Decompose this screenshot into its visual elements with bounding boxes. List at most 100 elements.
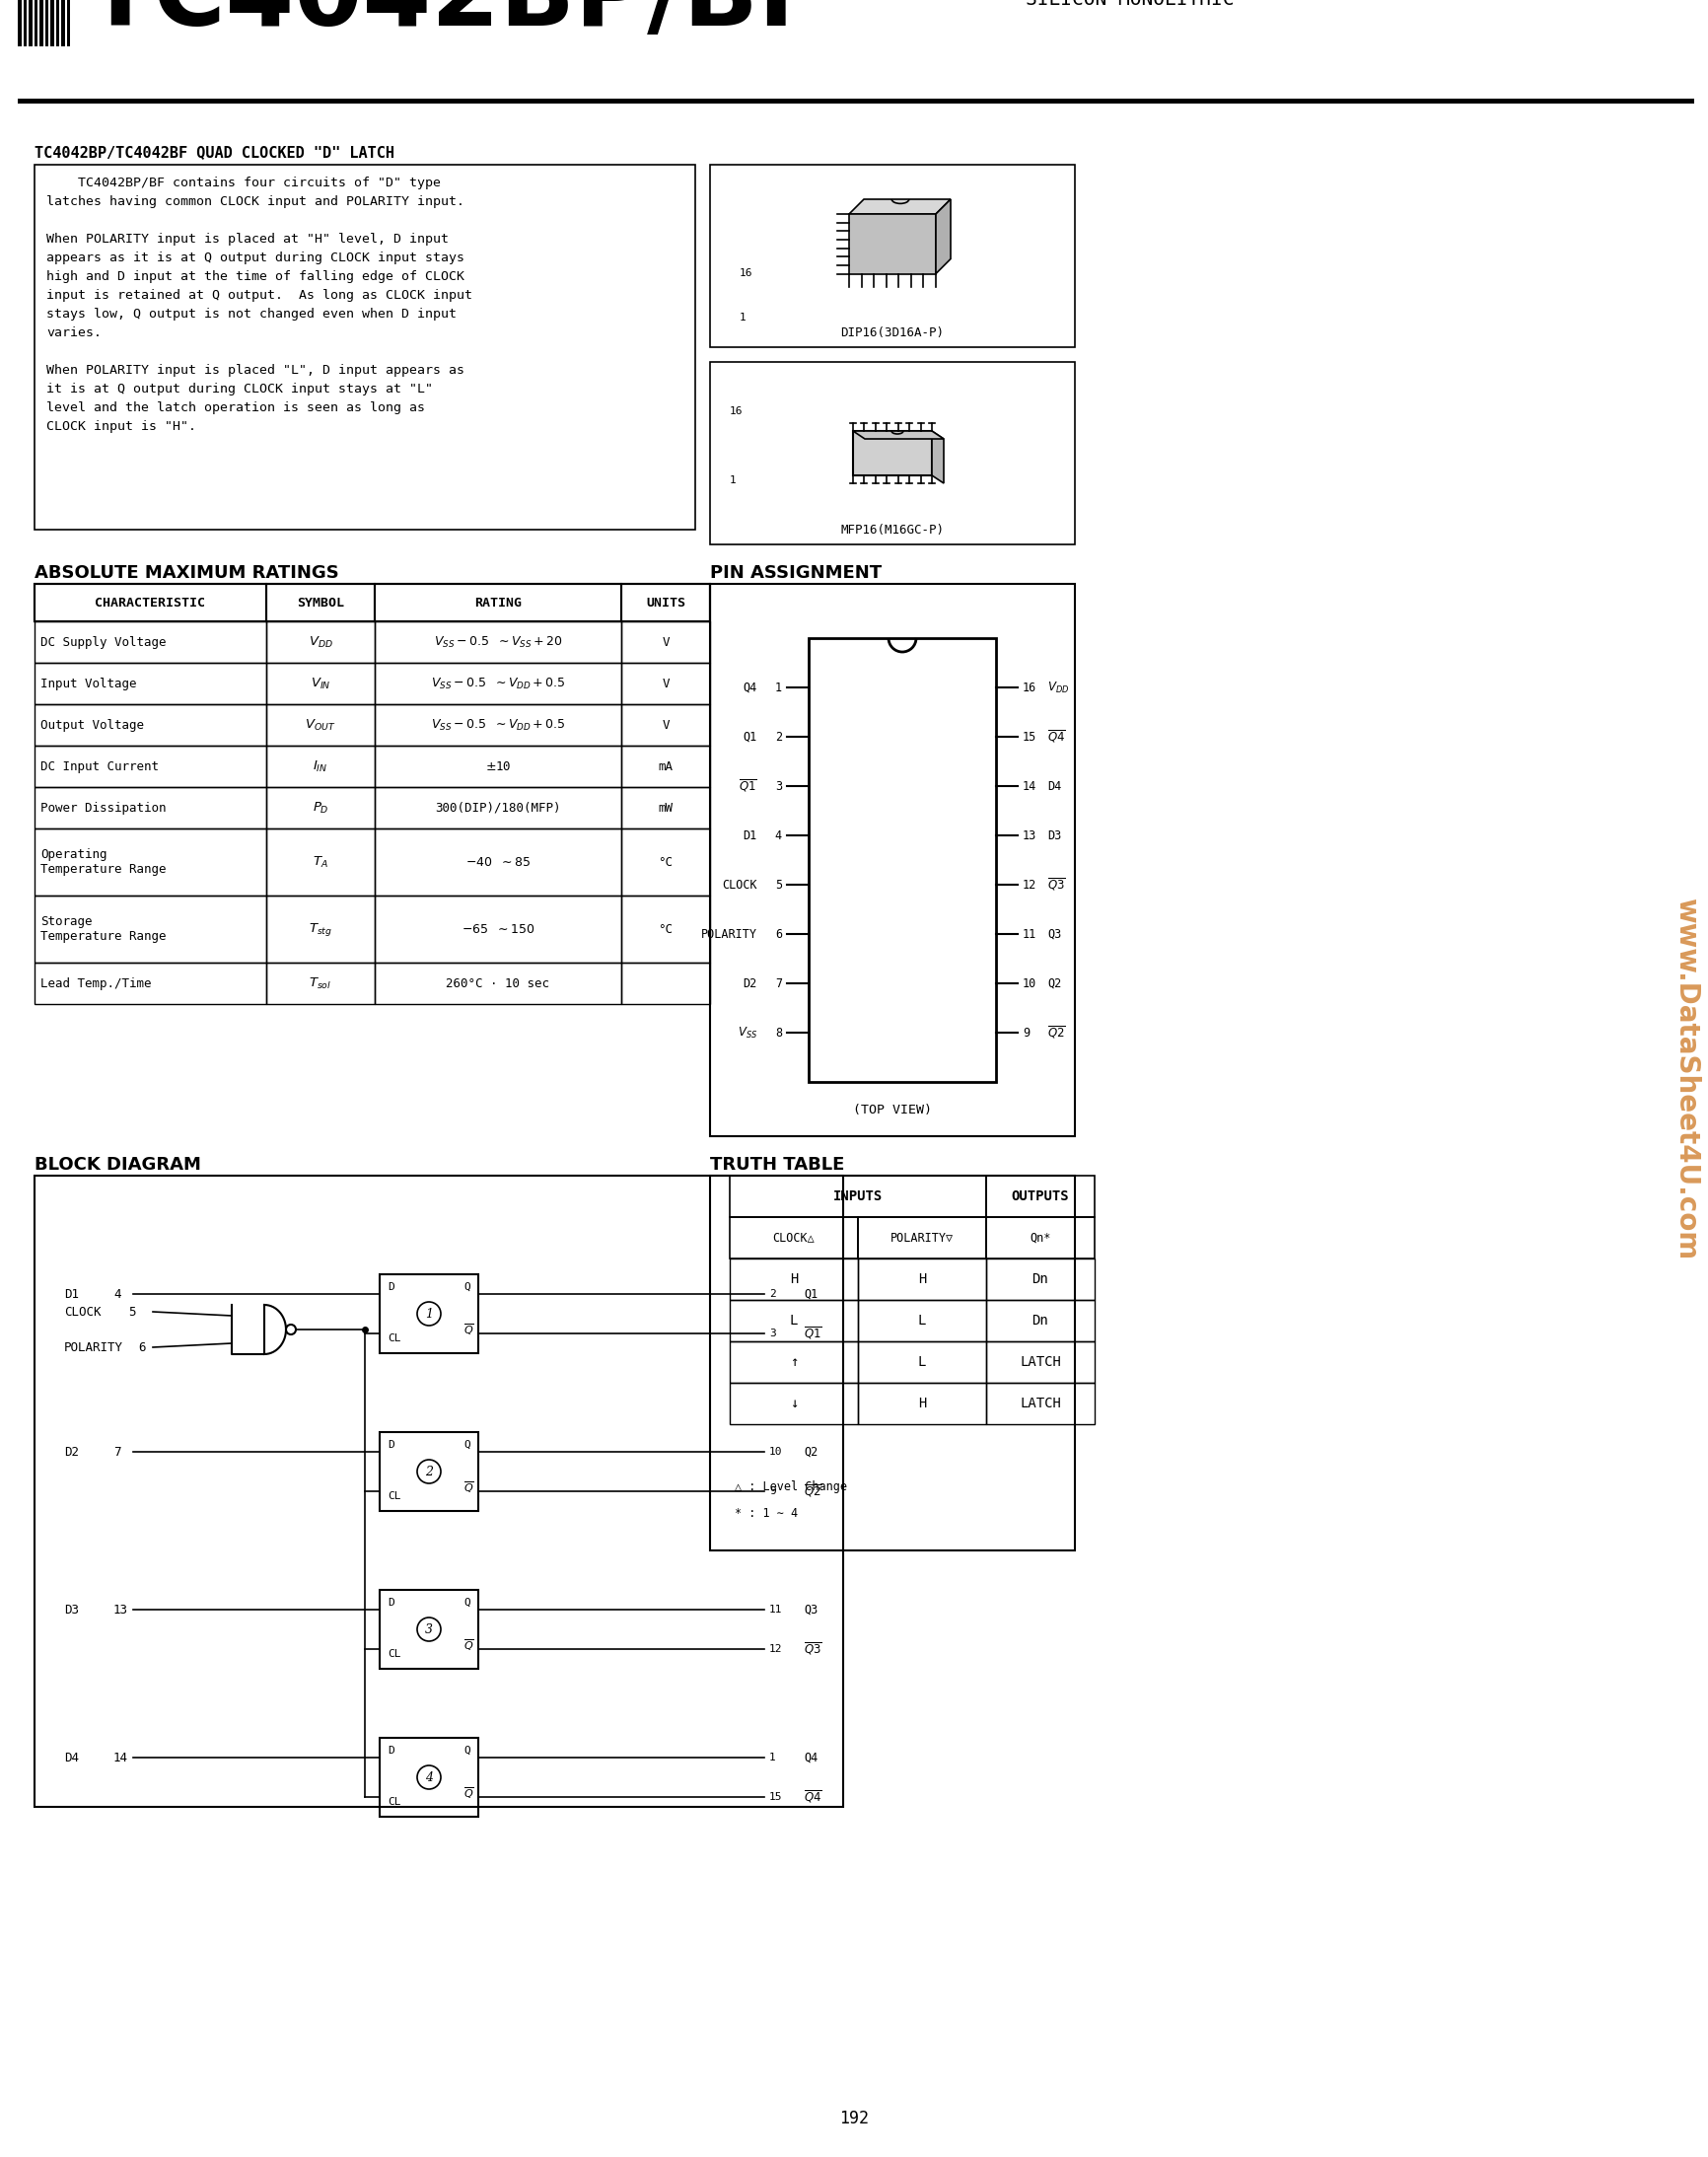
Text: H: H — [917, 1396, 926, 1411]
Text: TRUTH TABLE: TRUTH TABLE — [709, 1156, 844, 1173]
Text: Output Voltage: Output Voltage — [41, 718, 143, 731]
Text: 1: 1 — [425, 1307, 432, 1320]
Text: D3: D3 — [1047, 828, 1061, 841]
Text: $\overline{Q1}$: $\overline{Q1}$ — [803, 1324, 822, 1342]
Text: 5: 5 — [128, 1305, 135, 1318]
Bar — [986, 1258, 1095, 1301]
Bar — [266, 895, 374, 962]
Text: Operating
Temperature Range: Operating Temperature Range — [41, 848, 166, 876]
Text: 4: 4 — [774, 828, 782, 841]
Text: D4: D4 — [65, 1751, 79, 1764]
Text: * : 1 ∼ 4: * : 1 ∼ 4 — [734, 1508, 798, 1521]
Text: 3: 3 — [769, 1329, 775, 1337]
Polygon shape — [849, 198, 950, 214]
Bar — [266, 828, 374, 895]
Text: 14: 14 — [1021, 779, 1037, 792]
Bar — [709, 585, 1074, 1137]
Text: RATING: RATING — [475, 595, 521, 608]
Bar — [986, 1383, 1095, 1424]
Text: D1: D1 — [743, 828, 757, 841]
Bar — [29, 0, 32, 45]
Text: D: D — [388, 1441, 395, 1450]
Bar — [622, 962, 709, 1003]
Text: $I_{IN}$: $I_{IN}$ — [313, 759, 328, 774]
Text: 3: 3 — [425, 1622, 432, 1635]
Text: H: H — [917, 1273, 926, 1286]
Bar — [622, 895, 709, 962]
Text: www.DataSheet4U.com: www.DataSheet4U.com — [1672, 897, 1699, 1260]
Text: 7: 7 — [113, 1445, 121, 1458]
Text: 12: 12 — [769, 1644, 782, 1654]
Text: Storage
Temperature Range: Storage Temperature Range — [41, 915, 166, 943]
Text: DC Supply Voltage: DC Supply Voltage — [41, 636, 166, 649]
Text: CL: CL — [388, 1650, 401, 1659]
Bar — [986, 1301, 1095, 1342]
Bar — [622, 585, 709, 621]
Text: SILICON MONOLITHIC: SILICON MONOLITHIC — [1025, 0, 1233, 9]
Text: ABSOLUTE MAXIMUM RATINGS: ABSOLUTE MAXIMUM RATINGS — [34, 565, 338, 582]
Text: $\overline{Q}$: $\overline{Q}$ — [463, 1322, 475, 1337]
Text: SYMBOL: SYMBOL — [297, 595, 343, 608]
Bar — [379, 1275, 478, 1352]
Text: (TOP VIEW): (TOP VIEW) — [852, 1104, 931, 1117]
Text: Q4: Q4 — [803, 1751, 818, 1764]
Bar — [266, 787, 374, 828]
Bar — [34, 164, 695, 531]
Bar — [34, 962, 266, 1003]
Bar — [857, 1258, 986, 1301]
Text: Dn: Dn — [1032, 1273, 1049, 1286]
Text: $\pm$10: $\pm$10 — [485, 759, 511, 772]
Text: D: D — [388, 1281, 395, 1292]
Bar — [622, 703, 709, 746]
Text: $V_{DD}$: $V_{DD}$ — [307, 634, 333, 649]
Bar — [24, 0, 27, 45]
Text: CL: CL — [388, 1797, 401, 1808]
Text: $T_A$: $T_A$ — [313, 854, 328, 869]
Text: $\overline{Q1}$: $\overline{Q1}$ — [738, 779, 757, 794]
Text: Input Voltage: Input Voltage — [41, 677, 137, 690]
Text: 15: 15 — [769, 1792, 782, 1801]
Text: 9: 9 — [1021, 1027, 1028, 1040]
Text: BLOCK DIAGRAM: BLOCK DIAGRAM — [34, 1156, 202, 1173]
Text: 2: 2 — [769, 1290, 775, 1299]
Text: Q: Q — [463, 1281, 470, 1292]
Bar — [374, 703, 622, 746]
Text: °C: °C — [658, 923, 673, 936]
Polygon shape — [852, 431, 943, 438]
Bar — [729, 1258, 857, 1301]
Bar — [729, 1342, 857, 1383]
Text: POLARITY: POLARITY — [700, 928, 757, 940]
Text: 6: 6 — [774, 928, 782, 940]
Text: Q2: Q2 — [1047, 977, 1061, 990]
Text: CL: CL — [388, 1333, 401, 1344]
Text: 9: 9 — [769, 1486, 775, 1497]
Text: DIP16(3D16A-P): DIP16(3D16A-P) — [840, 326, 945, 339]
Polygon shape — [849, 214, 936, 274]
Bar — [729, 1176, 986, 1217]
Text: $\overline{Q}$: $\overline{Q}$ — [463, 1786, 475, 1801]
Text: CLOCK△: CLOCK△ — [772, 1232, 815, 1245]
Text: $V_{SS}$: $V_{SS}$ — [736, 1025, 757, 1040]
Bar — [266, 585, 374, 621]
Bar — [729, 1301, 857, 1342]
Text: L: L — [789, 1314, 798, 1327]
Bar — [34, 585, 266, 621]
Text: 16: 16 — [1021, 682, 1037, 695]
Text: POLARITY▽: POLARITY▽ — [890, 1232, 953, 1245]
Text: Dn: Dn — [1032, 1314, 1049, 1327]
Text: Qn*: Qn* — [1030, 1232, 1050, 1245]
Bar — [34, 1176, 842, 1808]
Text: OUTPUTS: OUTPUTS — [1011, 1189, 1069, 1204]
Bar — [17, 99, 1693, 104]
Text: TC4042BP/TC4042BF QUAD CLOCKED "D" LATCH: TC4042BP/TC4042BF QUAD CLOCKED "D" LATCH — [34, 145, 395, 160]
Bar — [374, 828, 622, 895]
Text: V: V — [661, 677, 670, 690]
Text: Q2: Q2 — [803, 1445, 818, 1458]
Text: D1: D1 — [65, 1288, 79, 1301]
Text: 260°C · 10 sec: 260°C · 10 sec — [446, 977, 550, 990]
Bar — [986, 1342, 1095, 1383]
Text: CL: CL — [388, 1490, 401, 1501]
Text: mA: mA — [658, 759, 673, 772]
Bar — [622, 787, 709, 828]
Bar — [852, 431, 931, 475]
